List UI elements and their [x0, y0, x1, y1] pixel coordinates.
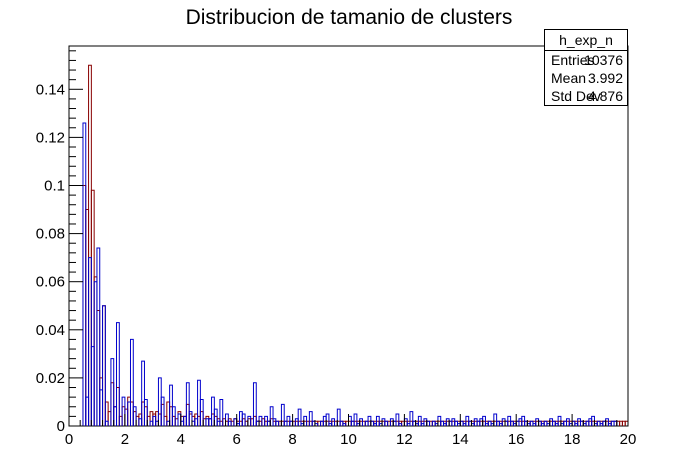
histogram-bin — [493, 413, 498, 426]
histogram-bin — [336, 408, 341, 426]
stats-label: Std Dev — [551, 88, 601, 104]
series-0 — [82, 122, 618, 426]
histogram-bin — [331, 418, 336, 426]
histogram-bin — [171, 406, 176, 426]
histogram-bin — [417, 415, 422, 426]
x-tick-label: 20 — [620, 431, 637, 448]
histogram-bin — [325, 413, 330, 426]
histogram-bin — [219, 399, 224, 426]
x-tick-label: 4 — [177, 431, 185, 448]
stats-value: 3.992 — [587, 70, 623, 86]
histogram-bin — [188, 411, 193, 426]
y-tick-label: 0 — [57, 418, 65, 435]
y-tick-label: 0.12 — [36, 129, 65, 146]
y-tick-label: 0.08 — [36, 226, 65, 243]
histogram-bin — [384, 420, 389, 426]
histogram-bin — [110, 358, 115, 426]
axis-layer: 0 2 4 6 8 10 12 14 16 18 20 0 0.02 0.04 0.06 0.08 0.1 0.1… — [36, 50, 637, 448]
histogram-bin — [225, 413, 229, 426]
stats-box: h_exp_n Entries 10376 Mean 3.992 Std Dev… — [544, 29, 628, 106]
y-tick-label: 0.1 — [44, 177, 65, 194]
histogram-bin — [199, 399, 204, 426]
histogram-bin — [143, 399, 148, 426]
stats-label: Mean — [551, 70, 587, 86]
histogram-bin — [129, 338, 134, 426]
histogram-bin — [308, 411, 313, 426]
histogram-bin — [353, 413, 358, 426]
histogram-bin — [297, 408, 302, 426]
stats-row-mean: Mean 3.992 — [545, 69, 627, 87]
histogram-bin — [269, 406, 274, 426]
chart-title: Distribucion de tamanio de clusters — [185, 6, 513, 29]
x-tick-label: 14 — [452, 431, 469, 448]
histogram-bin — [82, 122, 87, 426]
stats-row-stddev: Std Dev 4.876 — [545, 87, 627, 105]
histogram-bin — [132, 406, 137, 426]
y-tick-label: 0.06 — [36, 274, 65, 291]
x-tick-label: 8 — [288, 431, 296, 448]
histogram-bin — [96, 247, 101, 426]
histogram-bin — [116, 322, 120, 426]
stats-row-entries: Entries 10376 — [545, 51, 627, 69]
y-tick-label: 0.04 — [36, 322, 65, 339]
histogram-bin — [395, 413, 400, 426]
histogram-bin — [169, 384, 173, 426]
x-tick-label: 16 — [508, 431, 525, 448]
histogram-bin — [275, 420, 280, 426]
stats-title: h_exp_n — [545, 30, 627, 51]
histogram-bin — [252, 382, 257, 426]
histogram-bin — [185, 382, 190, 426]
y-tick-label: 0.14 — [36, 81, 65, 98]
series-1 — [82, 64, 629, 426]
histogram-bin — [141, 360, 145, 426]
x-tick-label: 10 — [340, 431, 357, 448]
y-tick-label: 0.02 — [36, 370, 65, 387]
series-layer — [82, 64, 629, 426]
histogram-bin — [160, 396, 165, 426]
x-tick-label: 12 — [396, 431, 413, 448]
x-tick-label: 18 — [564, 431, 581, 448]
histogram-bin — [241, 413, 246, 426]
histogram-bin — [398, 423, 403, 426]
stats-label: Entries — [551, 52, 595, 68]
histogram-bin — [227, 420, 232, 426]
histogram-bin — [104, 420, 109, 426]
histogram-bin — [213, 408, 218, 426]
x-tick-label: 2 — [121, 431, 129, 448]
x-tick-label: 6 — [233, 431, 241, 448]
histogram-bin — [280, 403, 285, 426]
histogram-bin — [88, 257, 92, 426]
histogram-bin — [566, 418, 570, 426]
x-tick-label: 0 — [65, 431, 73, 448]
histogram-bin — [342, 423, 347, 426]
stats-value: 4.876 — [587, 88, 623, 104]
histogram-bin — [102, 305, 106, 426]
histogram-bin — [409, 411, 414, 426]
histogram-bin — [375, 415, 380, 426]
stats-value: 10376 — [584, 52, 623, 68]
histogram-bin — [121, 396, 126, 426]
